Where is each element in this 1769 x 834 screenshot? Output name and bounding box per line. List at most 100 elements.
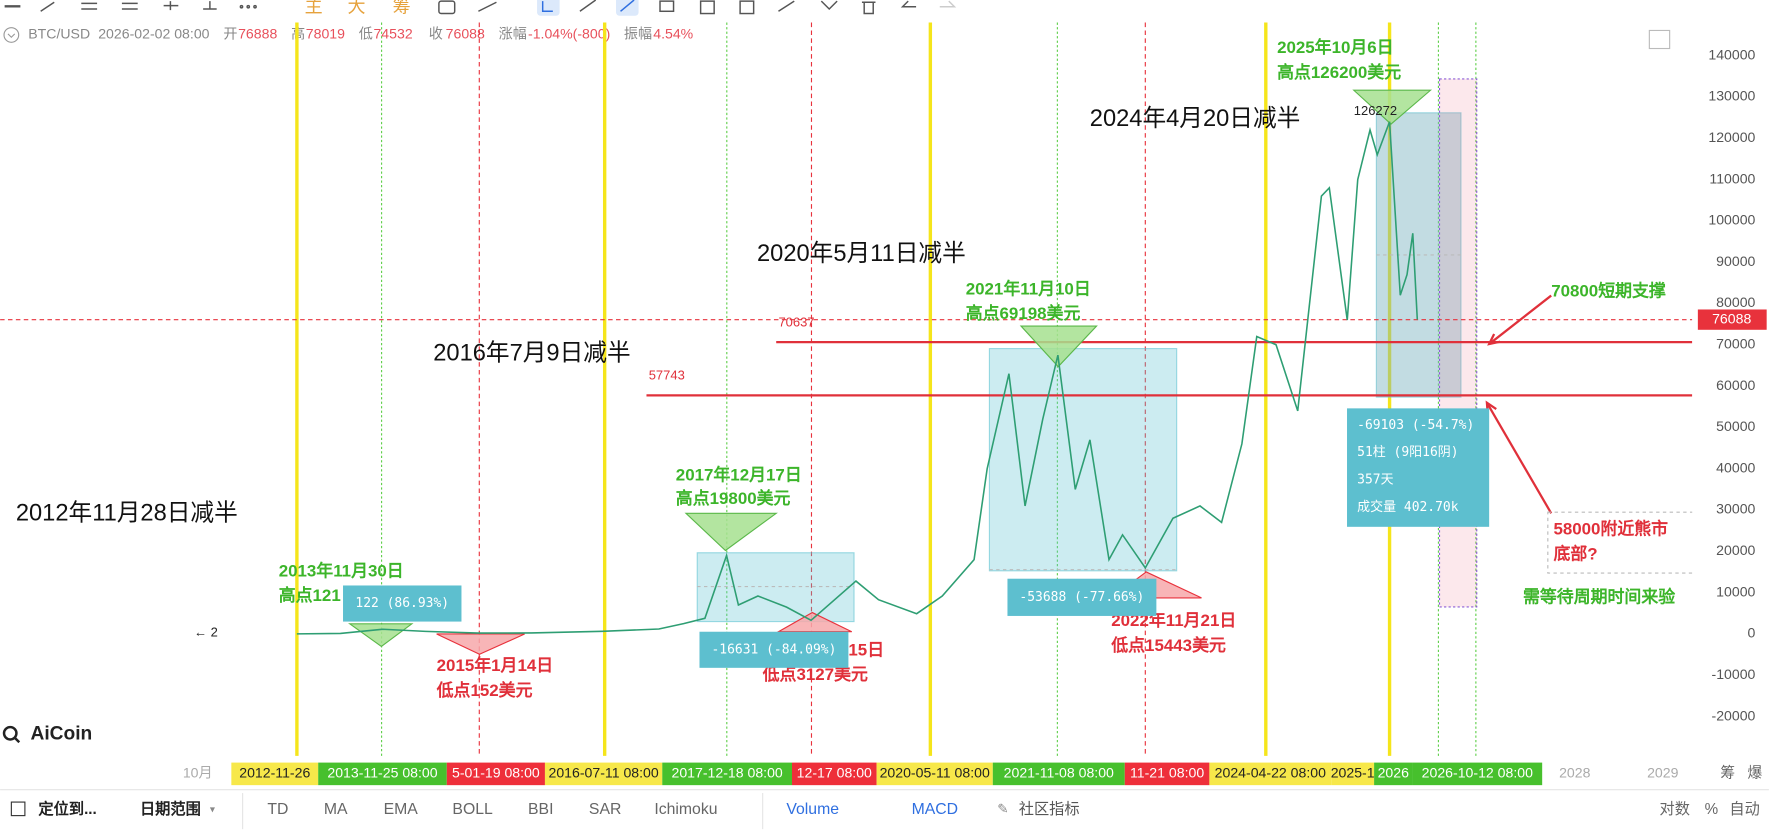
locate-icon bbox=[10, 801, 26, 817]
indicator-button[interactable]: MA bbox=[324, 801, 348, 818]
measure-text: 122 (86.93%) bbox=[355, 596, 449, 611]
annotation: 需等待周期时间来验 bbox=[1523, 586, 1675, 606]
indicator-button[interactable]: SAR bbox=[589, 801, 621, 818]
info-value: 76888 bbox=[238, 26, 277, 42]
y-tick-label: 0 bbox=[1748, 625, 1756, 641]
x-marker-tag bbox=[318, 762, 447, 786]
logo-mark bbox=[2, 725, 18, 741]
x-marker-label: 2017-12-18 08:00 bbox=[671, 765, 782, 781]
y-tick-label: 30000 bbox=[1716, 501, 1755, 517]
scale-button[interactable]: % bbox=[1705, 801, 1719, 818]
sub-indicator-button[interactable]: MACD bbox=[912, 801, 958, 818]
side-button[interactable]: 筹 bbox=[1720, 765, 1735, 782]
x-marker-tag bbox=[231, 762, 319, 786]
measure-text: -69103 (-54.7%) bbox=[1357, 418, 1474, 433]
community-button[interactable]: 社区指标 bbox=[1019, 801, 1080, 818]
indicator-button[interactable]: Ichimoku bbox=[654, 801, 717, 818]
measure-text: 成交量 402.70k bbox=[1357, 499, 1459, 515]
annotation: 2013年11月30日 bbox=[279, 560, 404, 580]
x-marker-tag bbox=[1374, 762, 1413, 786]
annotation: 高点69198美元 bbox=[966, 303, 1081, 323]
info-value: 4.54% bbox=[653, 26, 693, 42]
annotation: 2015年1月14日 bbox=[437, 655, 554, 675]
annotation: 2024年4月20日减半 bbox=[1090, 105, 1301, 132]
date-range-button[interactable]: 日期范围 bbox=[140, 800, 201, 818]
annotation: 2016年7月9日减半 bbox=[433, 339, 630, 366]
measure-text: -53688 (-77.66%) bbox=[1019, 590, 1144, 605]
note-box bbox=[1547, 511, 1693, 574]
x-marker-tag bbox=[1331, 762, 1375, 786]
indicator-button[interactable]: EMA bbox=[384, 801, 419, 818]
edit-icon: ✎ bbox=[997, 802, 1008, 817]
indicator-button[interactable]: BBI bbox=[528, 801, 553, 818]
logo: AiCoin bbox=[2, 723, 93, 744]
y-axis: -20000 -10000 0 10000 20000 30000 40000 50000 60… bbox=[1697, 46, 1767, 723]
y-tick-label: 80000 bbox=[1716, 294, 1755, 310]
x-marker-label: 11-21 08:00 bbox=[1130, 765, 1204, 781]
x-tick-label-faded: 2029 bbox=[1647, 765, 1679, 781]
x-marker-label: 2020-05-11 08:00 bbox=[880, 765, 990, 781]
annotation: 低点3127美元 bbox=[762, 664, 868, 684]
price-line bbox=[296, 121, 1419, 635]
info-bar: BTC/USD 2026-02-02 08:00 开76888高78019低74… bbox=[3, 26, 694, 43]
annotation: 高点19800美元 bbox=[676, 488, 791, 508]
x-marker-label: 12-17 08:00 bbox=[797, 765, 872, 781]
info-value: 78019 bbox=[306, 26, 345, 42]
x-marker-tag bbox=[544, 762, 663, 786]
toolbar-tab[interactable]: 主 bbox=[305, 0, 323, 17]
annotation: 低点152美元 bbox=[436, 680, 533, 700]
symbol: BTC/USD bbox=[28, 26, 90, 42]
sub-indicator-button[interactable]: Volume bbox=[786, 801, 839, 818]
x-marker-tag bbox=[446, 762, 545, 786]
y-tick-label: 20000 bbox=[1716, 542, 1755, 558]
toolbar-icon: ▬▬ bbox=[5, 1, 21, 10]
measure-box bbox=[1007, 578, 1157, 616]
annotation: 58000附近熊市 bbox=[1553, 519, 1668, 539]
info-value: 74532 bbox=[373, 26, 412, 42]
info-label: 开 bbox=[223, 26, 237, 42]
y-tick-label: 120000 bbox=[1708, 129, 1755, 145]
measure-text: 51柱 (9阳16阴) bbox=[1357, 445, 1458, 460]
side-button[interactable]: 爆 bbox=[1747, 765, 1762, 782]
datetime: 2026-02-02 08:00 bbox=[98, 26, 209, 42]
toolbar-tab[interactable]: 筹 bbox=[393, 0, 411, 17]
info-label: 低 bbox=[359, 26, 373, 42]
indicator-button[interactable]: BOLL bbox=[452, 801, 493, 818]
annotation: 2017年12月17日 bbox=[676, 465, 802, 485]
locate-button[interactable]: 定位到... bbox=[38, 800, 96, 818]
measure-box bbox=[699, 631, 849, 668]
indicator-button[interactable]: TD bbox=[267, 801, 288, 818]
x-marker-tag bbox=[1209, 762, 1332, 786]
annotation: 15日 bbox=[848, 640, 884, 659]
measure-text: 357天 bbox=[1357, 473, 1393, 488]
arrow-head bbox=[1487, 333, 1501, 346]
x-marker-label: 2016-07-11 08:00 bbox=[548, 765, 658, 781]
high-marker bbox=[1019, 325, 1098, 368]
info-label: 收 bbox=[429, 26, 443, 42]
y-tick-label: 70000 bbox=[1716, 336, 1755, 352]
top-toolbar: 主 大 筹 ▬▬ bbox=[5, 0, 957, 17]
scale-button[interactable]: 对数 bbox=[1660, 801, 1690, 818]
fullscreen-icon[interactable] bbox=[1648, 29, 1671, 50]
annotation: 2025年10月6日 bbox=[1277, 37, 1394, 57]
plot-area: 70637 57743 2012年11月28日减半 2016年7月9日减半 2020年5… bbox=[0, 22, 1693, 756]
scale-button[interactable]: 自动 bbox=[1729, 801, 1759, 818]
annotation: 底部? bbox=[1553, 543, 1597, 563]
toolbar-tab[interactable]: 大 bbox=[348, 0, 366, 17]
logo-text: AiCoin bbox=[31, 723, 93, 744]
annotation: 低点15443美元 bbox=[1110, 635, 1226, 655]
measure-text: -16631 (-84.09%) bbox=[711, 642, 836, 657]
x-marker-tag bbox=[1124, 762, 1210, 786]
support-label: 70637 bbox=[778, 314, 814, 329]
x-marker-label: 2026 bbox=[1378, 765, 1410, 781]
collapse-icon[interactable] bbox=[3, 27, 20, 43]
y-tick-label: 110000 bbox=[1709, 170, 1755, 186]
y-tick-label: 90000 bbox=[1716, 253, 1755, 269]
high-marker bbox=[1352, 89, 1433, 125]
annotation: ← 2 bbox=[194, 624, 218, 639]
collapse-chevron bbox=[7, 33, 16, 39]
support-label: 57743 bbox=[649, 368, 685, 383]
y-tick-label: -20000 bbox=[1711, 707, 1755, 723]
